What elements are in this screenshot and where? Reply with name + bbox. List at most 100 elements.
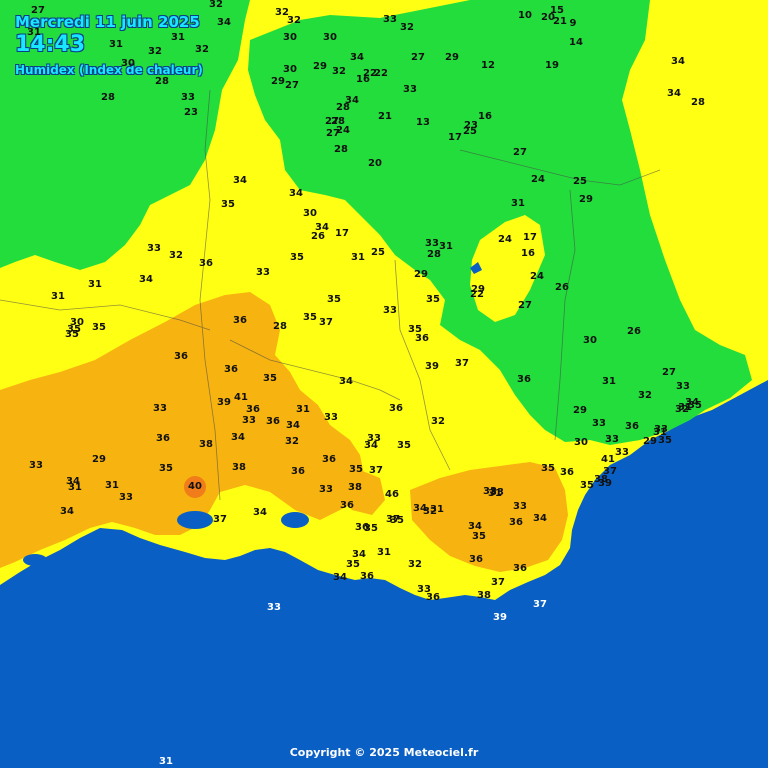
station-value: 36: [360, 571, 374, 582]
station-value: 33: [324, 412, 338, 423]
station-value: 33: [425, 238, 439, 249]
station-value: 35: [364, 523, 378, 534]
station-value: 14: [569, 37, 583, 48]
station-value: 36: [340, 500, 354, 511]
station-value: 20: [368, 158, 382, 169]
station-value: 27: [662, 367, 676, 378]
station-value: 29: [471, 284, 485, 295]
station-value: 20: [541, 12, 555, 23]
station-value: 32: [148, 46, 162, 57]
station-value: 35: [67, 324, 81, 335]
station-value: 15: [550, 5, 564, 16]
station-value: 31: [296, 404, 310, 415]
station-value: 34: [233, 175, 247, 186]
station-value: 34: [350, 52, 364, 63]
station-value: 35: [426, 294, 440, 305]
station-value: 34: [685, 397, 699, 408]
station-value: 16: [478, 111, 492, 122]
station-value: 35: [92, 322, 106, 333]
station-value: 41: [601, 454, 615, 465]
station-value: 29: [579, 194, 593, 205]
station-value: 36: [156, 433, 170, 444]
station-value: 32: [408, 559, 422, 570]
station-value: 31: [109, 39, 123, 50]
station-value: 32: [209, 0, 223, 10]
station-value: 38: [594, 474, 608, 485]
station-value: 33: [383, 305, 397, 316]
station-value: 32: [431, 416, 445, 427]
station-value: 27: [285, 80, 299, 91]
lagoon-berre: [177, 511, 213, 529]
station-value: 33: [676, 381, 690, 392]
station-value: 19: [545, 60, 559, 71]
station-value: 16: [521, 248, 535, 259]
station-value: 39: [598, 478, 612, 489]
station-value: 27: [31, 5, 45, 16]
station-value: 25: [573, 176, 587, 187]
station-value: 27: [513, 147, 527, 158]
station-value: 36: [266, 416, 280, 427]
station-value: 33: [592, 418, 606, 429]
station-value: 37: [491, 577, 505, 588]
station-value: 34: [253, 507, 267, 518]
station-value: 33: [490, 487, 504, 498]
station-value: 31: [105, 480, 119, 491]
station-value: 35: [303, 312, 317, 323]
station-value: 12: [481, 60, 495, 71]
station-value: 16: [356, 74, 370, 85]
station-value: 27: [411, 52, 425, 63]
station-value: 39: [217, 397, 231, 408]
station-value: 36: [513, 563, 527, 574]
station-value: 35: [541, 463, 555, 474]
station-value: 33: [513, 501, 527, 512]
station-value: 10: [518, 10, 532, 21]
station-value: 36: [233, 315, 247, 326]
station-value: 34: [533, 513, 547, 524]
station-value: 33: [319, 484, 333, 495]
station-value: 31: [27, 27, 41, 38]
station-value: 31: [377, 547, 391, 558]
station-value: 33: [403, 84, 417, 95]
station-value: 31: [430, 504, 444, 515]
station-value: 28: [155, 76, 169, 87]
station-value: 29: [445, 52, 459, 63]
station-value: 23: [464, 120, 478, 131]
station-value: 38: [232, 462, 246, 473]
station-value: 46: [385, 489, 399, 500]
station-value: 35: [263, 373, 277, 384]
station-value: 32: [285, 436, 299, 447]
station-value: 38: [477, 590, 491, 601]
station-value: 36: [246, 404, 260, 415]
station-value: 34: [315, 222, 329, 233]
station-value: 36: [322, 454, 336, 465]
station-value: 29: [271, 76, 285, 87]
station-value: 33: [383, 14, 397, 25]
station-value: 29: [313, 61, 327, 72]
station-value: 36: [291, 466, 305, 477]
station-value: 31: [159, 756, 173, 767]
station-value: 34: [231, 432, 245, 443]
station-value: 27: [518, 300, 532, 311]
station-value: 36: [517, 374, 531, 385]
station-value: 33: [29, 460, 43, 471]
station-value: 25: [463, 126, 477, 137]
station-value: 34: [413, 503, 427, 514]
zone-orange-inland: [338, 470, 385, 515]
station-value: 31: [439, 241, 453, 252]
station-value: 41: [234, 392, 248, 403]
station-value: 28: [336, 102, 350, 113]
station-value: 32: [332, 66, 346, 77]
lake-serre: [470, 262, 482, 274]
station-value: 33: [367, 433, 381, 444]
station-value: 31: [602, 376, 616, 387]
station-value: 33: [615, 447, 629, 458]
station-value: 28: [331, 116, 345, 127]
station-value: 35: [688, 400, 702, 411]
station-value: 31: [171, 32, 185, 43]
borders: [0, 89, 661, 501]
station-value: 33: [483, 486, 497, 497]
station-value: 23: [184, 107, 198, 118]
station-value: 39: [493, 612, 507, 623]
station-value: 29: [643, 436, 657, 447]
station-value: 34: [345, 95, 359, 106]
